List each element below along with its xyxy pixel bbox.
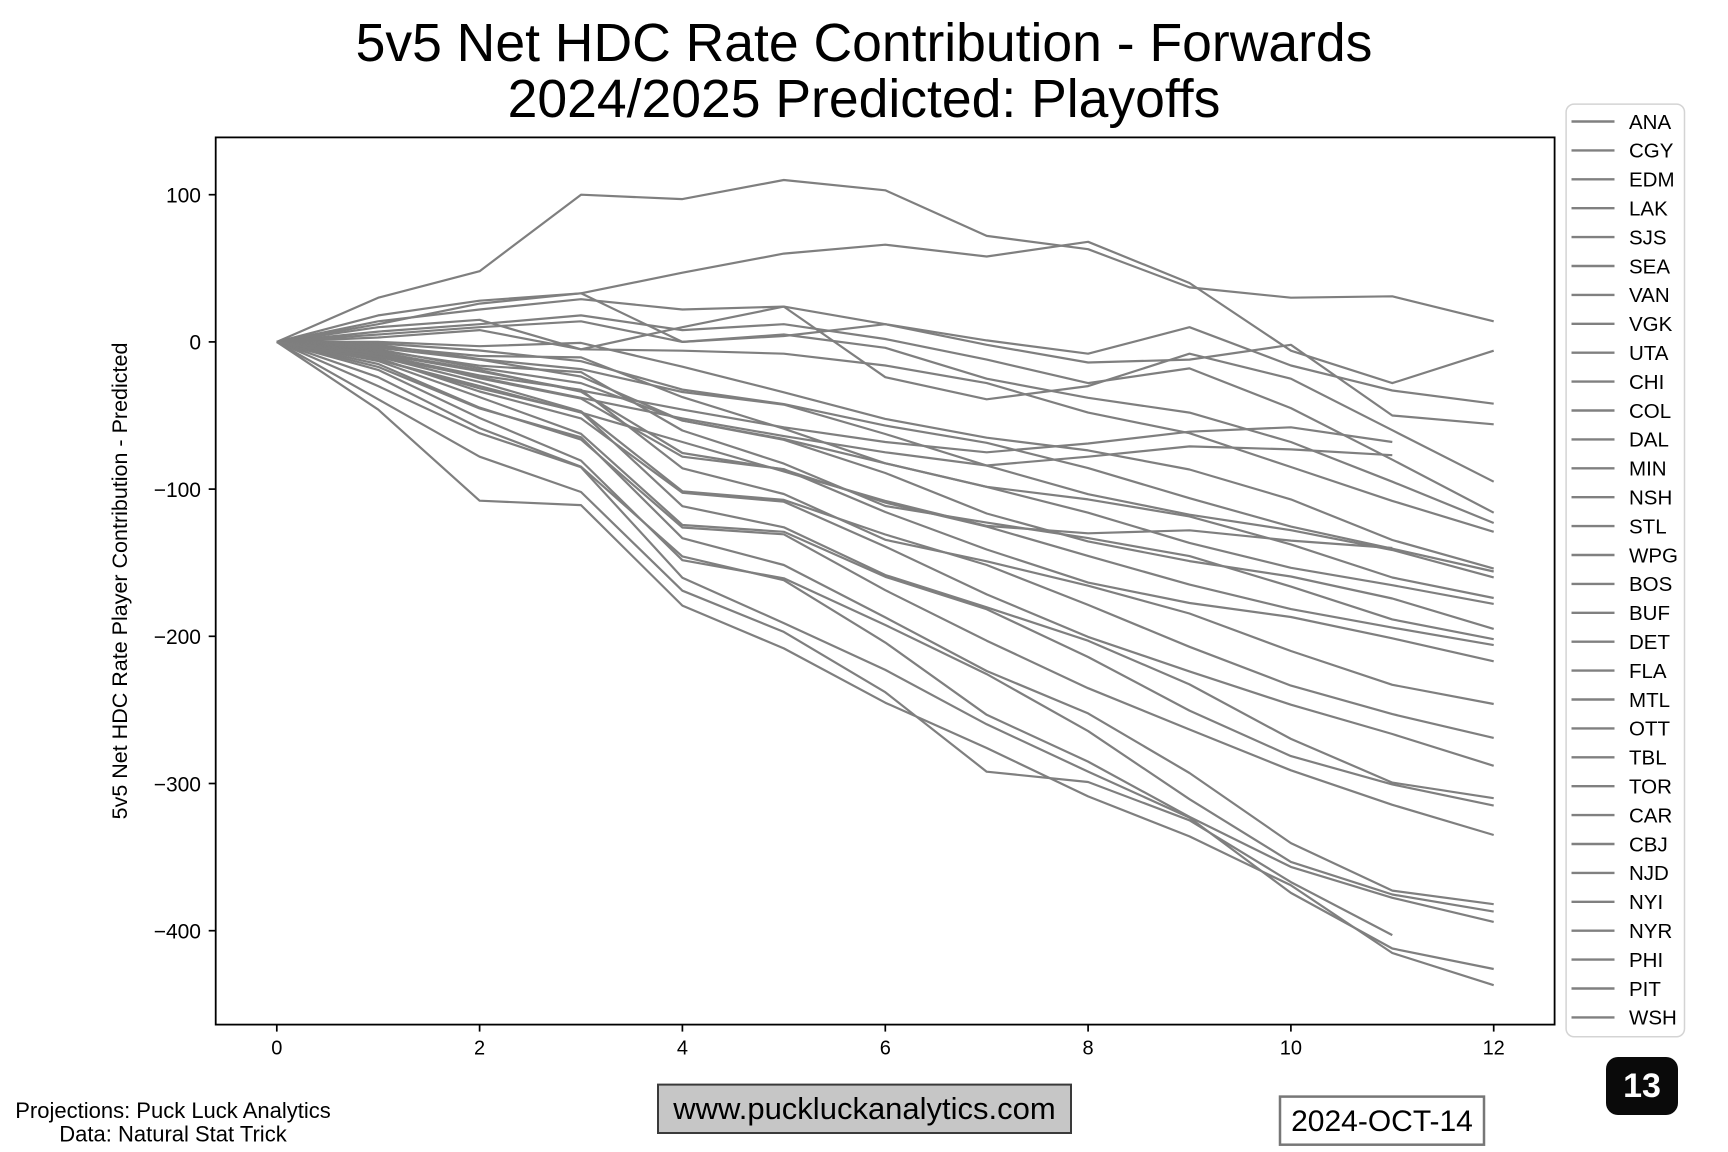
svg-text:12: 12 (1483, 1038, 1505, 1060)
svg-text:8: 8 (1083, 1038, 1094, 1060)
svg-text:0: 0 (189, 332, 201, 355)
svg-text:Data: Natural Stat Trick: Data: Natural Stat Trick (59, 1122, 287, 1147)
svg-text:0: 0 (271, 1038, 282, 1060)
svg-text:13: 13 (1623, 1067, 1661, 1105)
svg-text:CHI: CHI (1629, 371, 1664, 394)
svg-text:UTA: UTA (1629, 342, 1669, 365)
svg-text:ANA: ANA (1629, 111, 1671, 134)
svg-text:FLA: FLA (1629, 660, 1667, 683)
svg-text:NYI: NYI (1629, 891, 1663, 914)
svg-text:−200: −200 (154, 626, 201, 649)
svg-text:OTT: OTT (1629, 718, 1670, 741)
svg-text:www.puckluckanalytics.com: www.puckluckanalytics.com (672, 1091, 1055, 1126)
svg-text:100: 100 (166, 185, 201, 208)
svg-text:NYR: NYR (1629, 920, 1672, 943)
svg-text:2: 2 (474, 1038, 485, 1060)
svg-text:PIT: PIT (1629, 978, 1661, 1001)
svg-text:TOR: TOR (1629, 776, 1672, 799)
svg-text:VAN: VAN (1629, 284, 1670, 307)
svg-text:LAK: LAK (1629, 198, 1668, 221)
svg-text:DAL: DAL (1629, 429, 1669, 452)
svg-text:VGK: VGK (1629, 313, 1673, 336)
svg-text:NJD: NJD (1629, 862, 1669, 885)
svg-text:−400: −400 (154, 921, 201, 944)
svg-text:TBL: TBL (1629, 747, 1667, 770)
svg-text:−100: −100 (154, 479, 201, 502)
svg-text:EDM: EDM (1629, 169, 1675, 192)
svg-text:COL: COL (1629, 400, 1671, 423)
svg-text:Projections: Puck Luck Analyti: Projections: Puck Luck Analytics (15, 1098, 330, 1123)
svg-text:BUF: BUF (1629, 602, 1670, 625)
svg-text:5v5 Net HDC Rate Player Contri: 5v5 Net HDC Rate Player Contribution - P… (108, 343, 132, 820)
svg-text:MTL: MTL (1629, 689, 1670, 712)
svg-text:NSH: NSH (1629, 487, 1672, 510)
svg-text:DET: DET (1629, 631, 1670, 654)
svg-text:MIN: MIN (1629, 458, 1667, 481)
svg-text:4: 4 (677, 1038, 688, 1060)
svg-text:CGY: CGY (1629, 140, 1674, 163)
svg-text:WSH: WSH (1629, 1007, 1677, 1030)
svg-text:2024/2025 Predicted: Playoffs: 2024/2025 Predicted: Playoffs (508, 70, 1221, 129)
svg-text:SJS: SJS (1629, 226, 1667, 249)
svg-text:2024-OCT-14: 2024-OCT-14 (1291, 1105, 1473, 1138)
svg-text:5v5 Net HDC Rate Contribution: 5v5 Net HDC Rate Contribution - Forwards (356, 14, 1373, 73)
svg-text:−300: −300 (154, 773, 201, 796)
svg-text:WPG: WPG (1629, 544, 1678, 567)
svg-text:BOS: BOS (1629, 573, 1672, 596)
svg-text:CAR: CAR (1629, 804, 1672, 827)
svg-text:SEA: SEA (1629, 255, 1670, 278)
svg-text:PHI: PHI (1629, 949, 1663, 972)
svg-text:STL: STL (1629, 515, 1667, 538)
svg-text:CBJ: CBJ (1629, 833, 1668, 856)
svg-text:6: 6 (880, 1038, 891, 1060)
svg-text:10: 10 (1280, 1038, 1302, 1060)
